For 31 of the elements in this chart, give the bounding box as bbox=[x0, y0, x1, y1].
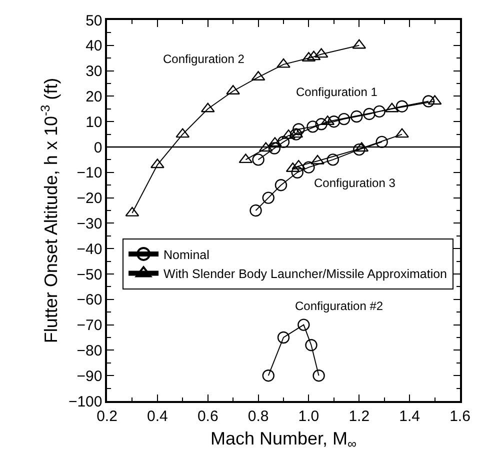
x-tick-label: 0.6 bbox=[197, 408, 218, 425]
annotation: Configuration 2 bbox=[163, 52, 245, 66]
y-tick-label: 40 bbox=[86, 38, 102, 55]
legend-label: Nominal bbox=[164, 248, 210, 262]
y-tick-label: −90 bbox=[76, 368, 102, 385]
y-tick-label: 50 bbox=[86, 12, 102, 30]
y-tick-label: −30 bbox=[76, 215, 102, 232]
y-tick-label: −100 bbox=[68, 393, 102, 410]
x-tick-label: 1.4 bbox=[399, 408, 420, 425]
x-tick-label: 0.2 bbox=[96, 408, 118, 425]
y-tick-label: 20 bbox=[86, 88, 102, 106]
y-tick-label: 0 bbox=[94, 139, 102, 156]
y-tick-label: −70 bbox=[76, 317, 102, 334]
y-tick-label: −80 bbox=[76, 342, 102, 360]
y-tick-label: −60 bbox=[76, 292, 102, 309]
annotation: Configuration 1 bbox=[296, 85, 378, 99]
y-tick-label: −50 bbox=[76, 266, 102, 284]
y-tick-label: 10 bbox=[86, 114, 102, 131]
x-tick-label: 0.4 bbox=[147, 408, 168, 425]
x-tick-label: 1.6 bbox=[450, 408, 470, 425]
x-tick-label: 0.8 bbox=[248, 408, 269, 425]
annotation: Configuration #2 bbox=[295, 299, 384, 313]
y-tick-label: 30 bbox=[86, 63, 102, 80]
annotation: Configuration 3 bbox=[314, 176, 396, 190]
x-tick-label: 1.2 bbox=[348, 408, 370, 425]
x-axis-title: Mach Number, M$_{∞}$ bbox=[210, 428, 357, 452]
y-tick-label: −40 bbox=[76, 240, 102, 258]
y-tick-label: −10 bbox=[76, 164, 102, 182]
x-tick-label: 1.0 bbox=[298, 408, 320, 425]
legend-label: With Slender Body Launcher/Missile Approximation bbox=[164, 267, 448, 282]
y-tick-label: −20 bbox=[76, 190, 102, 208]
